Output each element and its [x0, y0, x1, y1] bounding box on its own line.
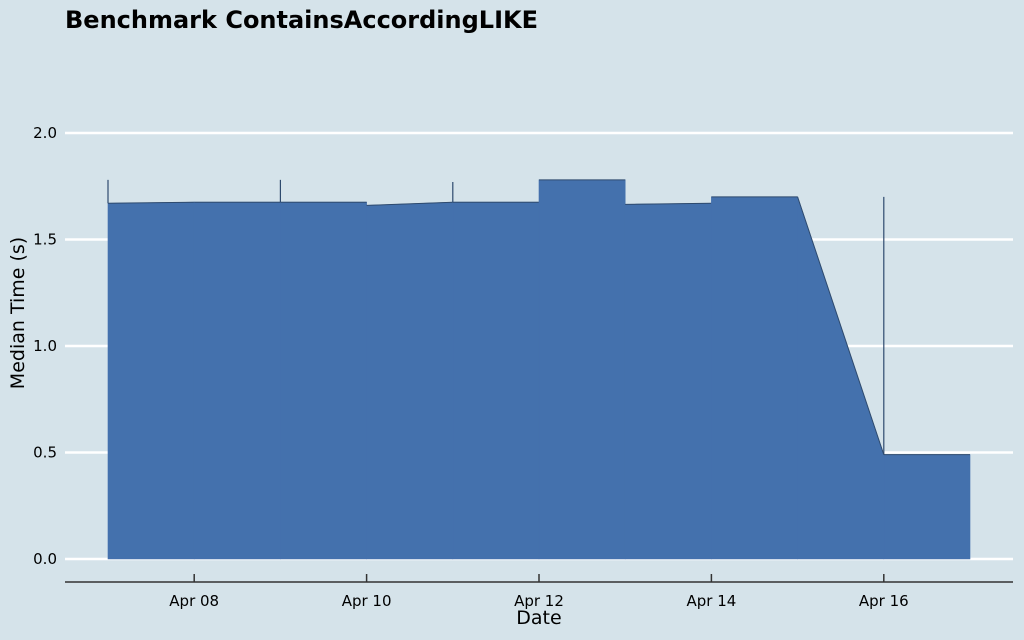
- area-segment: [193, 201, 281, 560]
- y-tick-label: 1.5: [33, 231, 57, 249]
- area-edge: [107, 201, 195, 204]
- area-layer: [107, 179, 971, 560]
- y-tick-label: 2.0: [33, 124, 57, 142]
- y-tick-label: 0.0: [33, 550, 57, 568]
- range-layer: [107, 179, 885, 455]
- x-tick-label: Apr 08: [169, 592, 219, 610]
- area-segment: [280, 201, 367, 560]
- y-tick-label: 1.0: [33, 337, 57, 355]
- chart-title: Benchmark ContainsAccordingLIKE: [65, 6, 539, 34]
- x-ticks-layer: Apr 08 Apr 10 Apr 12 Apr 14 Apr 16: [169, 574, 909, 610]
- x-tick-label: Apr 12: [514, 592, 564, 610]
- area-edge: [366, 201, 453, 206]
- x-tick-label: Apr 16: [859, 592, 909, 610]
- area-segment: [711, 196, 798, 560]
- x-tick-label: Apr 14: [686, 592, 736, 610]
- area-edge: [625, 202, 712, 205]
- area-segment: [797, 196, 885, 560]
- x-axis-label: Date: [516, 607, 561, 629]
- area-segment: [883, 454, 971, 560]
- y-axis-label: Median Time (s): [7, 237, 29, 389]
- area-segment: [538, 179, 626, 560]
- x-tick-label: Apr 10: [342, 592, 392, 610]
- y-tick-label: 0.5: [33, 444, 57, 462]
- area-segment: [107, 201, 195, 560]
- area-edge: [797, 196, 885, 455]
- area-segment: [624, 202, 712, 560]
- area-segment: [366, 201, 454, 560]
- y-ticks-layer: 0.0 0.5 1.0 1.5 2.0: [33, 124, 57, 568]
- area-segment: [452, 201, 540, 560]
